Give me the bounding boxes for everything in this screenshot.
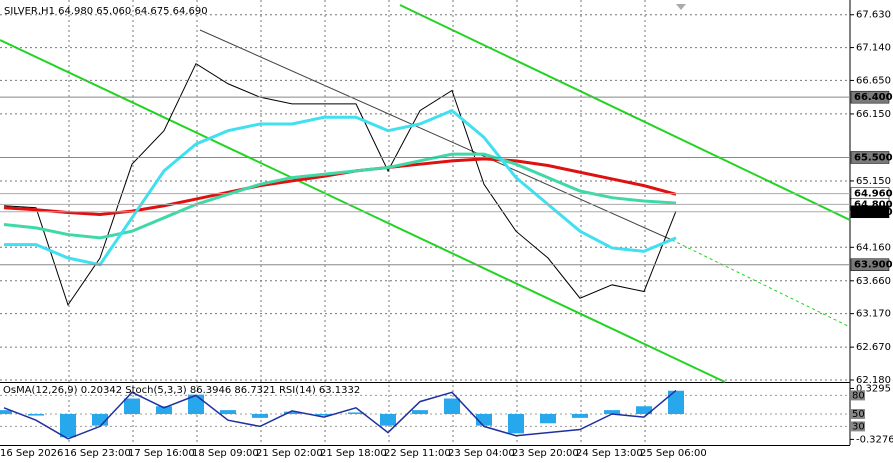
bar bbox=[380, 414, 396, 426]
level-label: 65.500 bbox=[854, 152, 893, 163]
bar bbox=[572, 414, 588, 418]
bar bbox=[220, 410, 236, 414]
bar bbox=[604, 410, 620, 414]
bar bbox=[316, 414, 332, 416]
x-tick-label: 16 Sep 23:00 bbox=[64, 448, 131, 459]
x-tick-label: 18 Sep 09:00 bbox=[192, 448, 259, 459]
level-box bbox=[850, 205, 890, 219]
bar bbox=[540, 414, 556, 424]
bar bbox=[636, 406, 652, 414]
y-tick-label: 0.3295 bbox=[856, 383, 891, 394]
y-tick-label: 66.150 bbox=[856, 109, 891, 120]
series-line bbox=[3, 62, 677, 307]
series-line bbox=[3, 152, 677, 240]
series-line bbox=[3, 389, 677, 440]
level-label: 64.690 bbox=[854, 207, 893, 218]
y-tick-label: 62.180 bbox=[856, 375, 891, 386]
x-tick-label: 16 Sep 2026 bbox=[0, 448, 63, 459]
bar bbox=[60, 414, 76, 438]
bar bbox=[156, 406, 172, 414]
level-label: 64.960 bbox=[854, 189, 893, 200]
level-label: 63.900 bbox=[854, 260, 893, 271]
y2-tick-label: 50 bbox=[852, 409, 865, 420]
y2-tick-box bbox=[851, 390, 865, 401]
bar bbox=[124, 398, 140, 414]
indicator-title: OsMA(12,26,9) 0.20342 Stoch(5,3,3) 86.39… bbox=[3, 385, 360, 396]
y-tick-label: 67.140 bbox=[856, 43, 891, 54]
bar bbox=[0, 410, 12, 414]
bar bbox=[412, 410, 428, 414]
bar bbox=[28, 414, 44, 416]
level-label: 66.400 bbox=[854, 92, 893, 103]
x-tick-label: 25 Sep 06:00 bbox=[640, 448, 707, 459]
y2-tick-box bbox=[851, 421, 865, 432]
bar bbox=[252, 414, 268, 418]
level-box bbox=[850, 258, 890, 271]
y-tick-label: 63.660 bbox=[856, 276, 891, 287]
x-tick-label: 24 Sep 13:00 bbox=[576, 448, 643, 459]
y-tick-label: -0.32769 bbox=[856, 434, 893, 445]
x-tick-label: 21 Sep 02:00 bbox=[256, 448, 323, 459]
y-tick-label: 65.150 bbox=[856, 176, 891, 187]
bar bbox=[284, 411, 300, 414]
y2-tick-label: 80 bbox=[852, 390, 865, 401]
x-tick-label: 23 Sep 20:00 bbox=[512, 448, 579, 459]
chart-title: SILVER,H1 64.980 65.060 64.675 64.690 bbox=[4, 6, 208, 17]
y2-tick-box bbox=[851, 409, 865, 419]
y-tick-label: 62.670 bbox=[856, 342, 891, 353]
y-tick-label: 64.160 bbox=[856, 242, 891, 253]
y-tick-label: 63.170 bbox=[856, 309, 891, 320]
bar bbox=[476, 414, 492, 426]
bar bbox=[188, 394, 204, 414]
y-tick-label: 67.630 bbox=[856, 10, 891, 21]
bar bbox=[444, 398, 460, 414]
y-tick-label: 66.650 bbox=[856, 75, 891, 86]
bar bbox=[508, 414, 524, 434]
level-label: 64.800 bbox=[854, 199, 893, 210]
bar bbox=[668, 390, 684, 414]
series-line bbox=[4, 108, 677, 267]
x-tick-label: 17 Sep 16:00 bbox=[128, 448, 195, 459]
scroll-marker bbox=[676, 4, 686, 10]
channel-line bbox=[399, 4, 851, 221]
level-box bbox=[850, 151, 890, 164]
x-tick-label: 23 Sep 04:00 bbox=[448, 448, 515, 459]
bar bbox=[92, 414, 108, 426]
x-tick-label: 22 Sep 11:00 bbox=[384, 448, 451, 459]
bar bbox=[348, 412, 364, 414]
y2-tick-label: 30 bbox=[852, 421, 865, 432]
trend-line bbox=[199, 29, 673, 241]
level-box bbox=[850, 90, 890, 104]
x-tick-label: 21 Sep 18:00 bbox=[320, 448, 387, 459]
